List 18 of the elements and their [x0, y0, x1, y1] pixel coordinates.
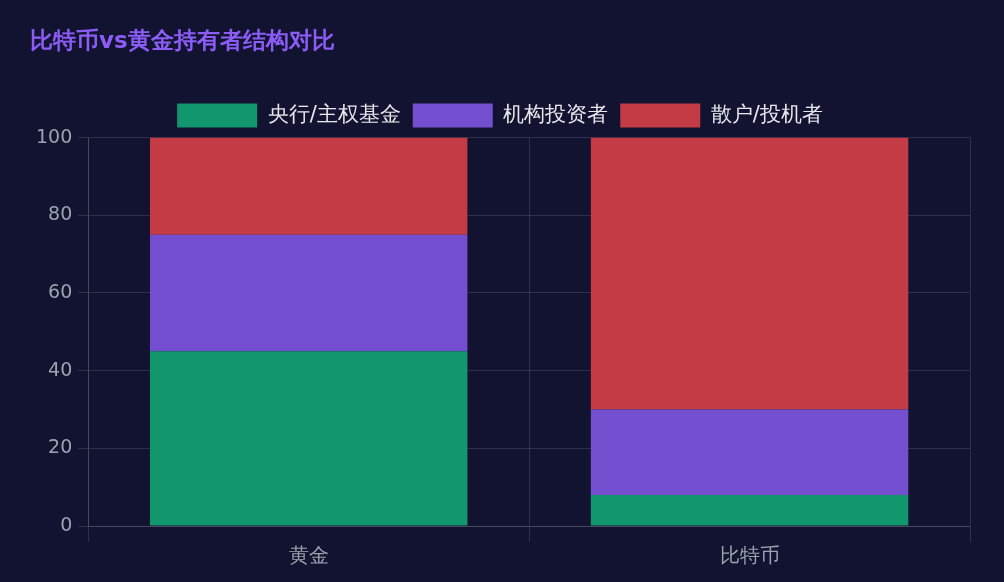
bar [590, 137, 909, 410]
y-tick-label: 60 [48, 279, 73, 302]
bar [590, 494, 909, 526]
bar [590, 409, 909, 495]
y-tick-label: 40 [48, 357, 73, 380]
y-tick-label: 100 [36, 124, 73, 147]
bar [149, 137, 468, 235]
y-tick-label: 80 [48, 202, 73, 225]
y-tick-label: 20 [48, 435, 73, 458]
chart-title: 比特币vs黄金持有者结构对比 [30, 26, 335, 53]
legend-label: 机构投资者 [503, 102, 609, 127]
bar [149, 351, 468, 526]
legend-label: 散户/投机者 [710, 102, 823, 127]
y-tick-label: 0 [60, 512, 73, 535]
x-tick-label: 黄金 [288, 543, 329, 568]
x-tick-label: 比特币 [719, 543, 780, 568]
bar [149, 234, 468, 352]
legend-label: 央行/主权基金 [267, 102, 401, 127]
